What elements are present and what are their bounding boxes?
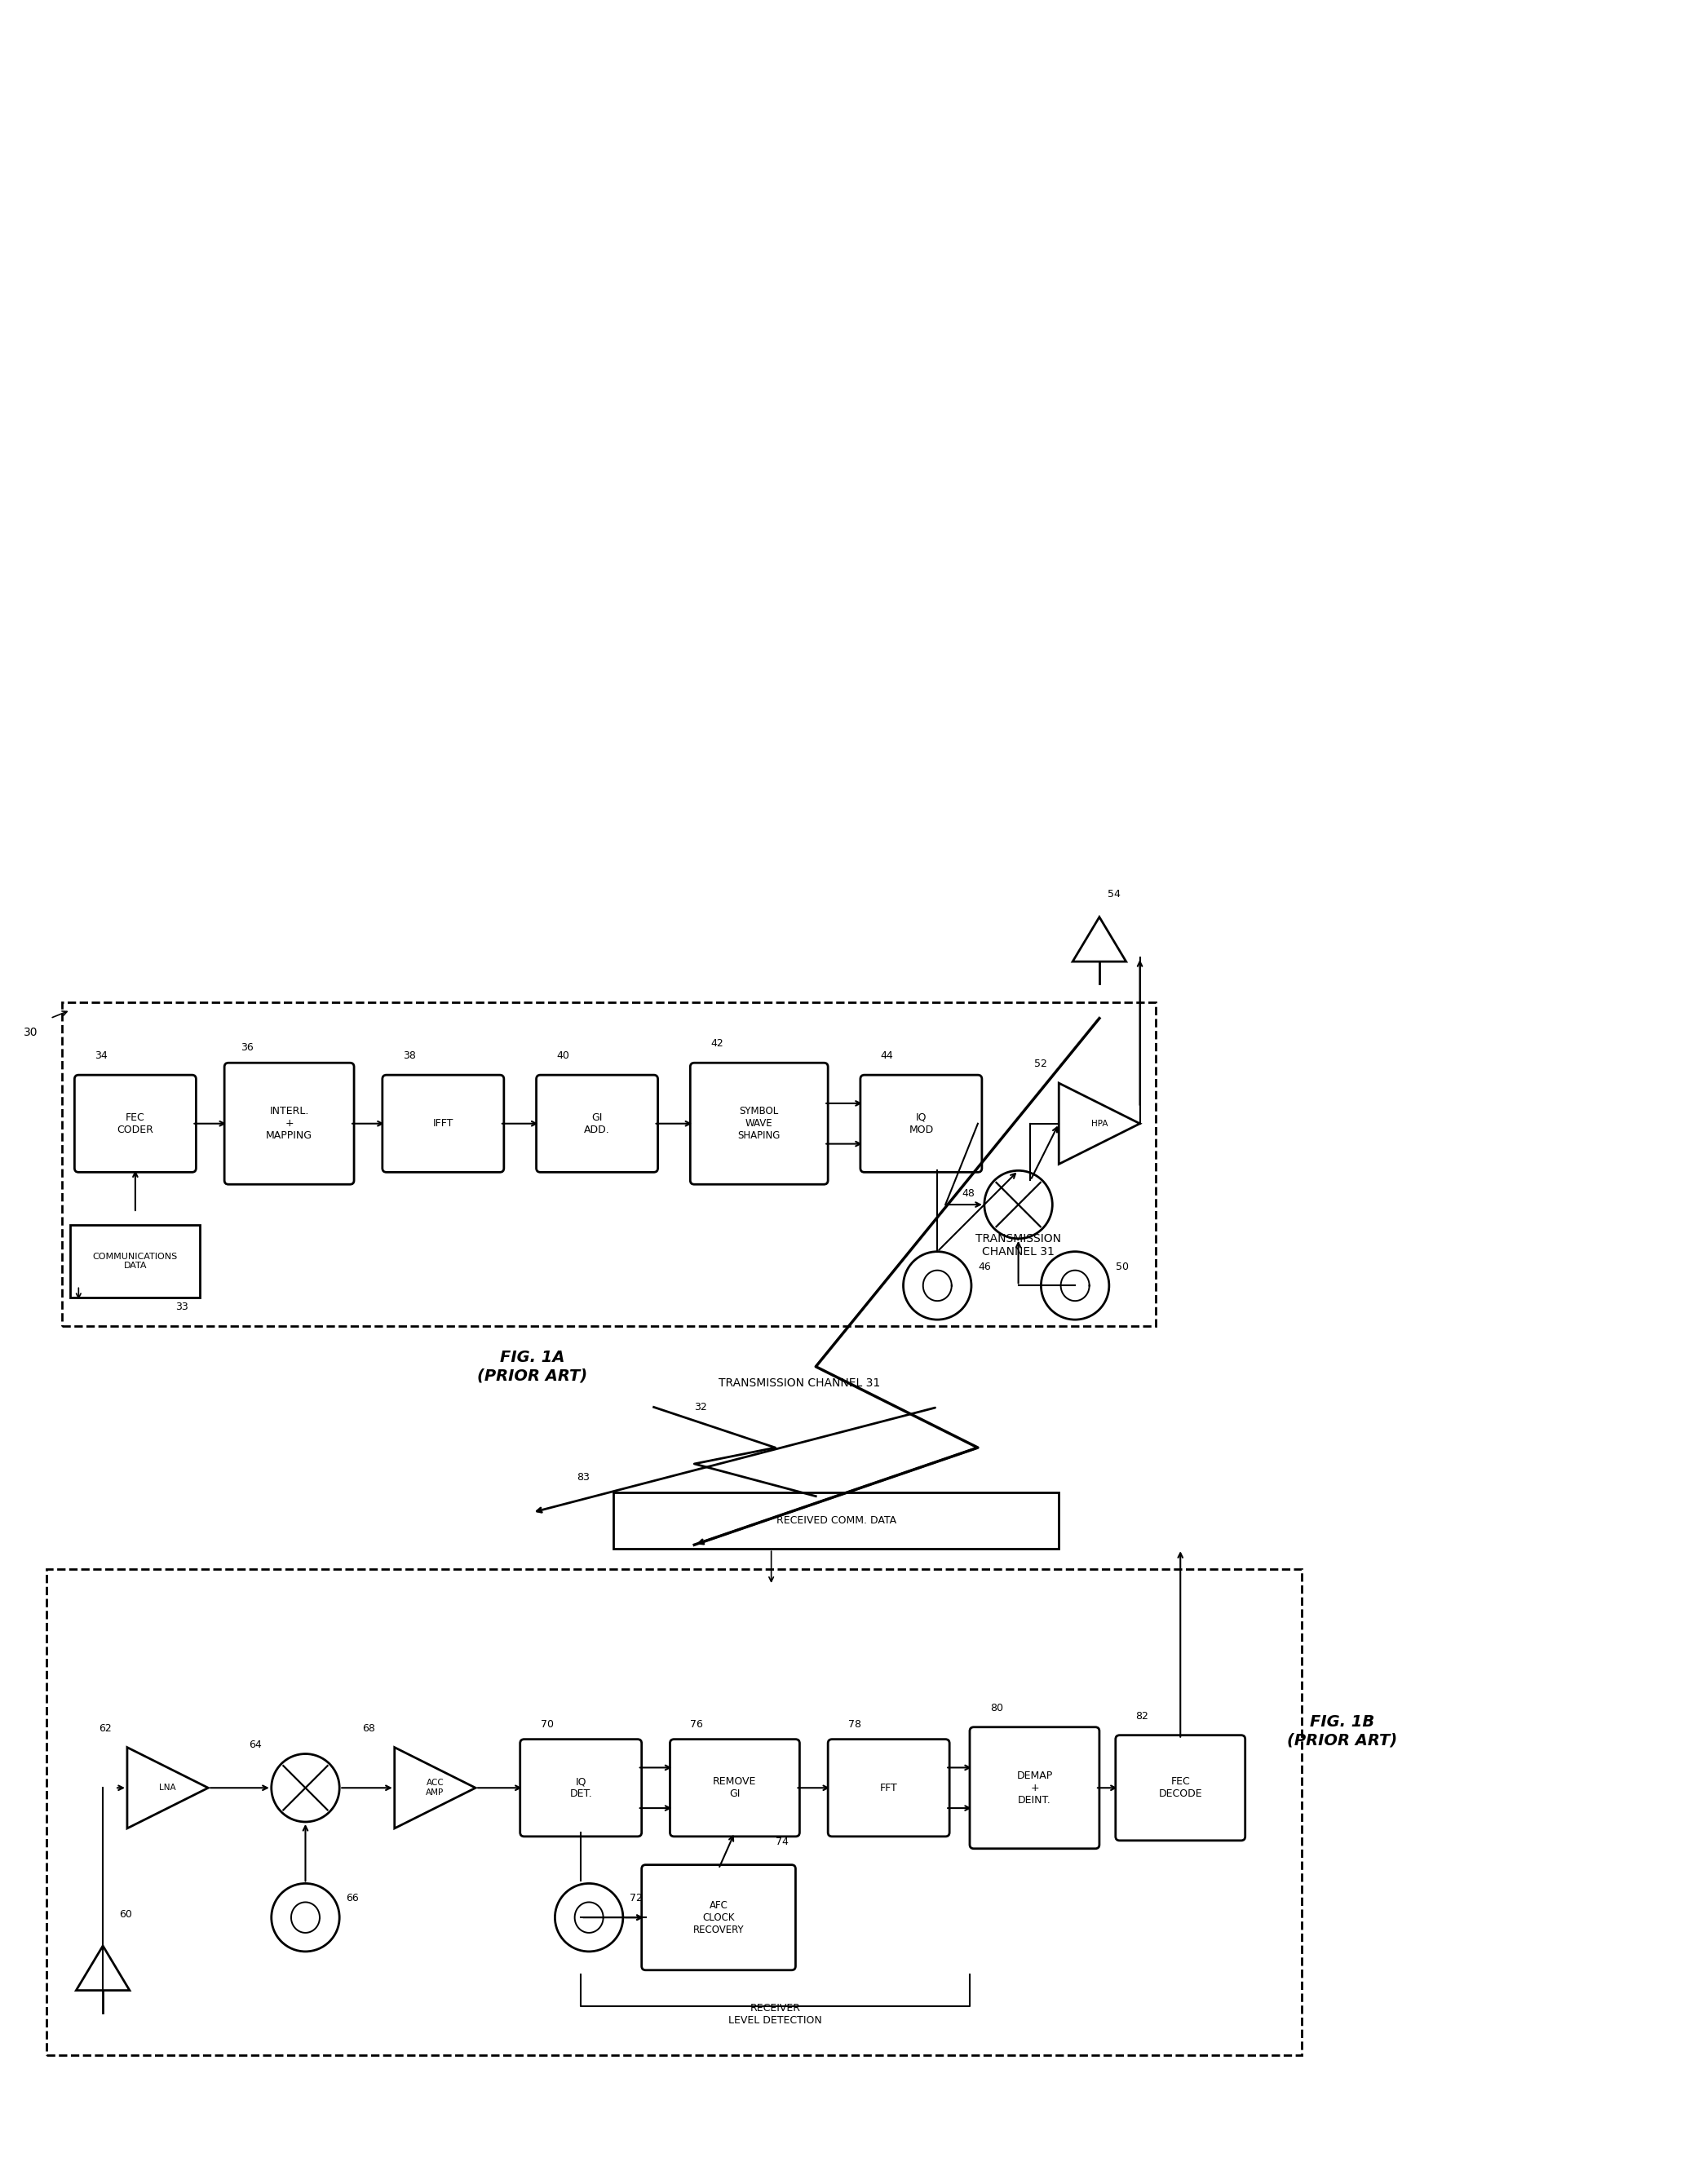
Text: 64: 64 — [249, 1738, 261, 1749]
Bar — [63, 1002, 1155, 1326]
Text: 40: 40 — [557, 1051, 569, 1061]
Text: AFC
CLOCK
RECOVERY: AFC CLOCK RECOVERY — [693, 1900, 744, 1935]
Text: 42: 42 — [710, 1037, 723, 1048]
Text: TRANSMISSION CHANNEL 31: TRANSMISSION CHANNEL 31 — [718, 1378, 881, 1389]
Text: FEC
CODER: FEC CODER — [117, 1112, 154, 1136]
Text: RECEIVER
LEVEL DETECTION: RECEIVER LEVEL DETECTION — [728, 2003, 822, 2027]
Text: 33: 33 — [176, 1302, 188, 1313]
FancyBboxPatch shape — [671, 1738, 800, 1837]
Text: COMMUNICATIONS
DATA: COMMUNICATIONS DATA — [93, 1251, 178, 1271]
FancyBboxPatch shape — [1116, 1736, 1245, 1841]
Text: 46: 46 — [977, 1260, 991, 1271]
Bar — [613, 1492, 1059, 1548]
Text: 54: 54 — [1108, 889, 1120, 900]
Text: 82: 82 — [1135, 1710, 1149, 1721]
Text: IQ
DET.: IQ DET. — [569, 1776, 593, 1800]
Bar — [46, 1568, 1303, 2055]
Text: RECEIVED COMM. DATA: RECEIVED COMM. DATA — [776, 1516, 896, 1527]
Text: 80: 80 — [989, 1704, 1003, 1714]
Text: ACC
AMP: ACC AMP — [425, 1780, 444, 1797]
Text: 52: 52 — [1035, 1059, 1047, 1070]
Text: FEC
DECODE: FEC DECODE — [1159, 1776, 1203, 1800]
Text: 68: 68 — [363, 1723, 374, 1734]
Text: LNA: LNA — [159, 1784, 176, 1791]
Text: 62: 62 — [98, 1723, 112, 1734]
Text: 50: 50 — [1116, 1260, 1128, 1271]
FancyBboxPatch shape — [689, 1064, 828, 1184]
Bar — [71, 1225, 200, 1297]
Text: TRANSMISSION
CHANNEL 31: TRANSMISSION CHANNEL 31 — [976, 1232, 1060, 1258]
Text: 78: 78 — [849, 1719, 861, 1730]
FancyBboxPatch shape — [224, 1064, 354, 1184]
Text: 48: 48 — [962, 1188, 974, 1199]
Text: HPA: HPA — [1091, 1120, 1108, 1127]
Text: GI
ADD.: GI ADD. — [584, 1112, 610, 1136]
Text: 74: 74 — [776, 1837, 788, 1848]
Text: 38: 38 — [403, 1051, 415, 1061]
Text: 44: 44 — [881, 1051, 893, 1061]
FancyBboxPatch shape — [537, 1075, 657, 1173]
Text: 60: 60 — [119, 1909, 132, 1920]
FancyBboxPatch shape — [75, 1075, 197, 1173]
FancyBboxPatch shape — [520, 1738, 642, 1837]
Text: 30: 30 — [24, 1026, 37, 1037]
Text: 32: 32 — [695, 1402, 706, 1413]
Text: FFT: FFT — [879, 1782, 898, 1793]
Text: INTERL.
+
MAPPING: INTERL. + MAPPING — [266, 1105, 312, 1140]
Text: 34: 34 — [95, 1051, 108, 1061]
FancyBboxPatch shape — [383, 1075, 503, 1173]
FancyBboxPatch shape — [861, 1075, 983, 1173]
Text: 36: 36 — [241, 1042, 254, 1053]
Text: 72: 72 — [630, 1894, 642, 1904]
Text: DEMAP
+
DEINT.: DEMAP + DEINT. — [1016, 1771, 1052, 1806]
Text: IQ
MOD: IQ MOD — [908, 1112, 933, 1136]
Text: FIG. 1B
(PRIOR ART): FIG. 1B (PRIOR ART) — [1287, 1714, 1398, 1747]
Text: 76: 76 — [689, 1719, 703, 1730]
FancyBboxPatch shape — [642, 1865, 796, 1970]
FancyBboxPatch shape — [969, 1728, 1099, 1848]
FancyBboxPatch shape — [828, 1738, 949, 1837]
Text: FIG. 1A
(PRIOR ART): FIG. 1A (PRIOR ART) — [478, 1350, 588, 1382]
Text: 66: 66 — [346, 1894, 359, 1904]
Text: SYMBOL
WAVE
SHAPING: SYMBOL WAVE SHAPING — [739, 1105, 781, 1140]
Text: REMOVE
GI: REMOVE GI — [713, 1776, 757, 1800]
Text: 70: 70 — [540, 1719, 554, 1730]
Text: 83: 83 — [578, 1472, 590, 1483]
Text: IFFT: IFFT — [432, 1118, 454, 1129]
